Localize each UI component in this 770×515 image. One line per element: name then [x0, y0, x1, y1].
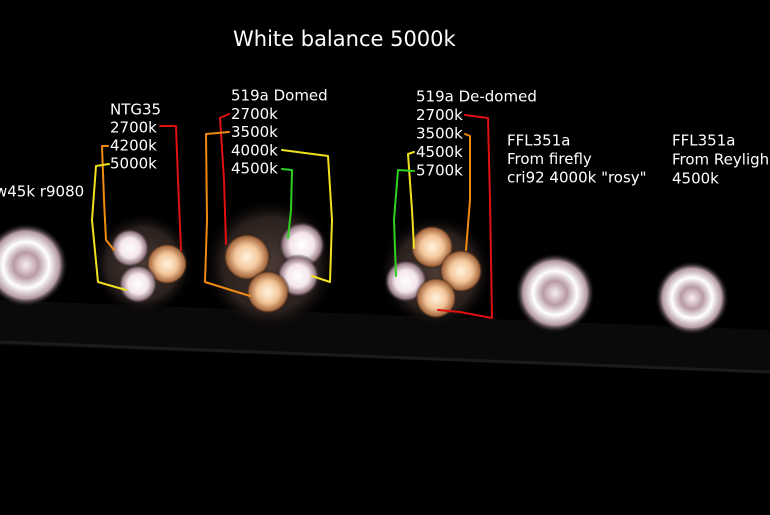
label: cri92 4000k "rosy" [507, 169, 647, 187]
label: 3500k [416, 125, 463, 143]
label: 5700k [416, 162, 463, 180]
label: 2700k [110, 119, 157, 137]
marker-2700k [437, 114, 493, 319]
label: 4500k [416, 143, 463, 161]
rail [0, 300, 770, 372]
marker-2700k [159, 125, 182, 251]
label: 4000k [231, 141, 278, 159]
label: FFL351a [672, 132, 735, 150]
label: 519a De-domed [416, 88, 537, 106]
label: 4500k [672, 170, 719, 188]
label: 2700k [416, 106, 463, 124]
label: From firefly [507, 150, 592, 168]
marker-5700k [393, 169, 415, 277]
marker-4500k [281, 168, 293, 239]
lamps [0, 197, 729, 335]
marker-2700k [219, 113, 230, 245]
label: From Reyligh [672, 151, 769, 169]
label: 519a Domed [231, 87, 328, 105]
annotations [91, 113, 493, 319]
title: White balance 5000k [233, 27, 457, 51]
label: NTG35 [110, 101, 161, 119]
marker-4500k [407, 151, 415, 249]
label: FFL351a [507, 132, 570, 150]
marker-5000k [91, 163, 127, 291]
label: 2700k [231, 105, 278, 123]
label: 4200k [110, 137, 157, 155]
label: 5000k [110, 155, 157, 173]
marker-3500k [204, 131, 251, 297]
label: 4500k [231, 160, 278, 178]
label: w45k r9080 [0, 183, 84, 201]
marker-4200k [101, 145, 115, 251]
label: 3500k [231, 123, 278, 141]
marker-4000k [281, 149, 333, 283]
marker-3500k [464, 133, 471, 251]
rail-edge [0, 340, 770, 374]
